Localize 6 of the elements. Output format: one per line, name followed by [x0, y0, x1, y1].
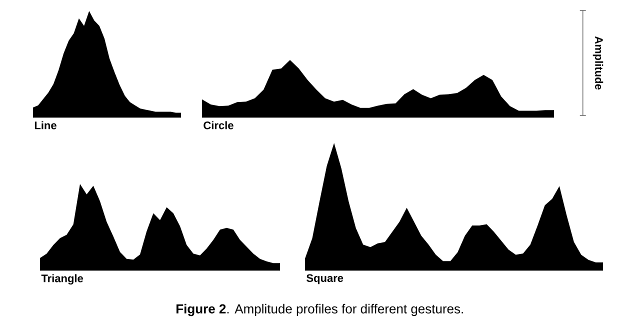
text: Figure 2. Amplitude profiles for different gestures. — [176, 304, 463, 316]
y-axis-title: Amplitude — [592, 36, 604, 90]
x-axis-title: Circle — [204, 121, 234, 130]
x-axis-title: Triangle — [41, 274, 84, 284]
x-axis-title: Square — [306, 274, 344, 284]
x-axis-title: Line — [34, 121, 56, 130]
